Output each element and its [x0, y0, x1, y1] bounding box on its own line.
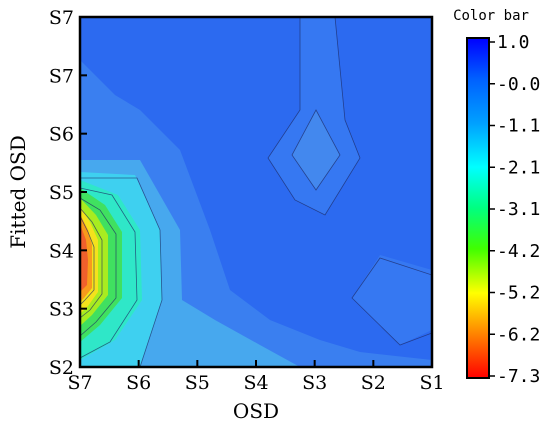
y-tick-label: S7 — [49, 65, 74, 87]
colorbar-title: Color bar — [453, 8, 529, 24]
colorbar-tick-label: 1.0 — [497, 32, 530, 53]
contour-region-lobe-right — [352, 255, 432, 345]
y-axis-label: Fitted OSD — [6, 135, 30, 248]
y-axis: S2 S3 S4 S5 S6 S7 S7 — [49, 7, 87, 379]
x-tick-label: S5 — [185, 372, 210, 394]
y-tick-label: S5 — [49, 182, 74, 204]
x-tick-label: S3 — [302, 372, 327, 394]
colorbar-gradient — [466, 37, 490, 379]
colorbar-tick-label: -1.1 — [497, 116, 540, 137]
contour-region-red-core — [80, 224, 88, 292]
y-tick-label: S7 — [49, 7, 74, 29]
x-tick-label: S7 — [67, 372, 92, 394]
colorbar-tick-label: -5.2 — [497, 283, 540, 304]
contour-region-diamond-inner — [292, 110, 340, 190]
x-axis-label: OSD — [233, 399, 279, 423]
colorbar-tick-label: -4.2 — [497, 241, 540, 262]
y-tick-label: S6 — [49, 124, 74, 146]
x-tick-label: S6 — [126, 372, 151, 394]
x-axis: S7 S6 S5 S4 S3 S2 S1 — [67, 360, 445, 394]
colorbar-tick-label: -7.3 — [497, 366, 540, 387]
colorbar-tick-label: -2.1 — [497, 157, 540, 178]
colorbar-tick-label: -3.1 — [497, 199, 540, 220]
y-tick-label: S3 — [49, 299, 74, 321]
x-tick-label: S1 — [419, 372, 444, 394]
y-tick-label: S2 — [49, 357, 74, 379]
x-tick-label: S4 — [243, 372, 268, 394]
contour-lines — [80, 17, 432, 367]
y-tick-label: S4 — [49, 240, 74, 262]
colorbar-tick-label: -6.2 — [497, 324, 540, 345]
colorbar: Color bar 1.0 -0.0 -1.1 -2.1 -3.1 -4.2 -5.2 -6.… — [453, 8, 540, 387]
colorbar-tick-label: -0.0 — [497, 74, 540, 95]
colorbar-ticks: 1.0 -0.0 -1.1 -2.1 -3.1 -4.2 -5.2 -6.2 -7.3 — [489, 32, 540, 387]
x-tick-label: S2 — [361, 372, 386, 394]
contour-plot — [80, 17, 432, 367]
